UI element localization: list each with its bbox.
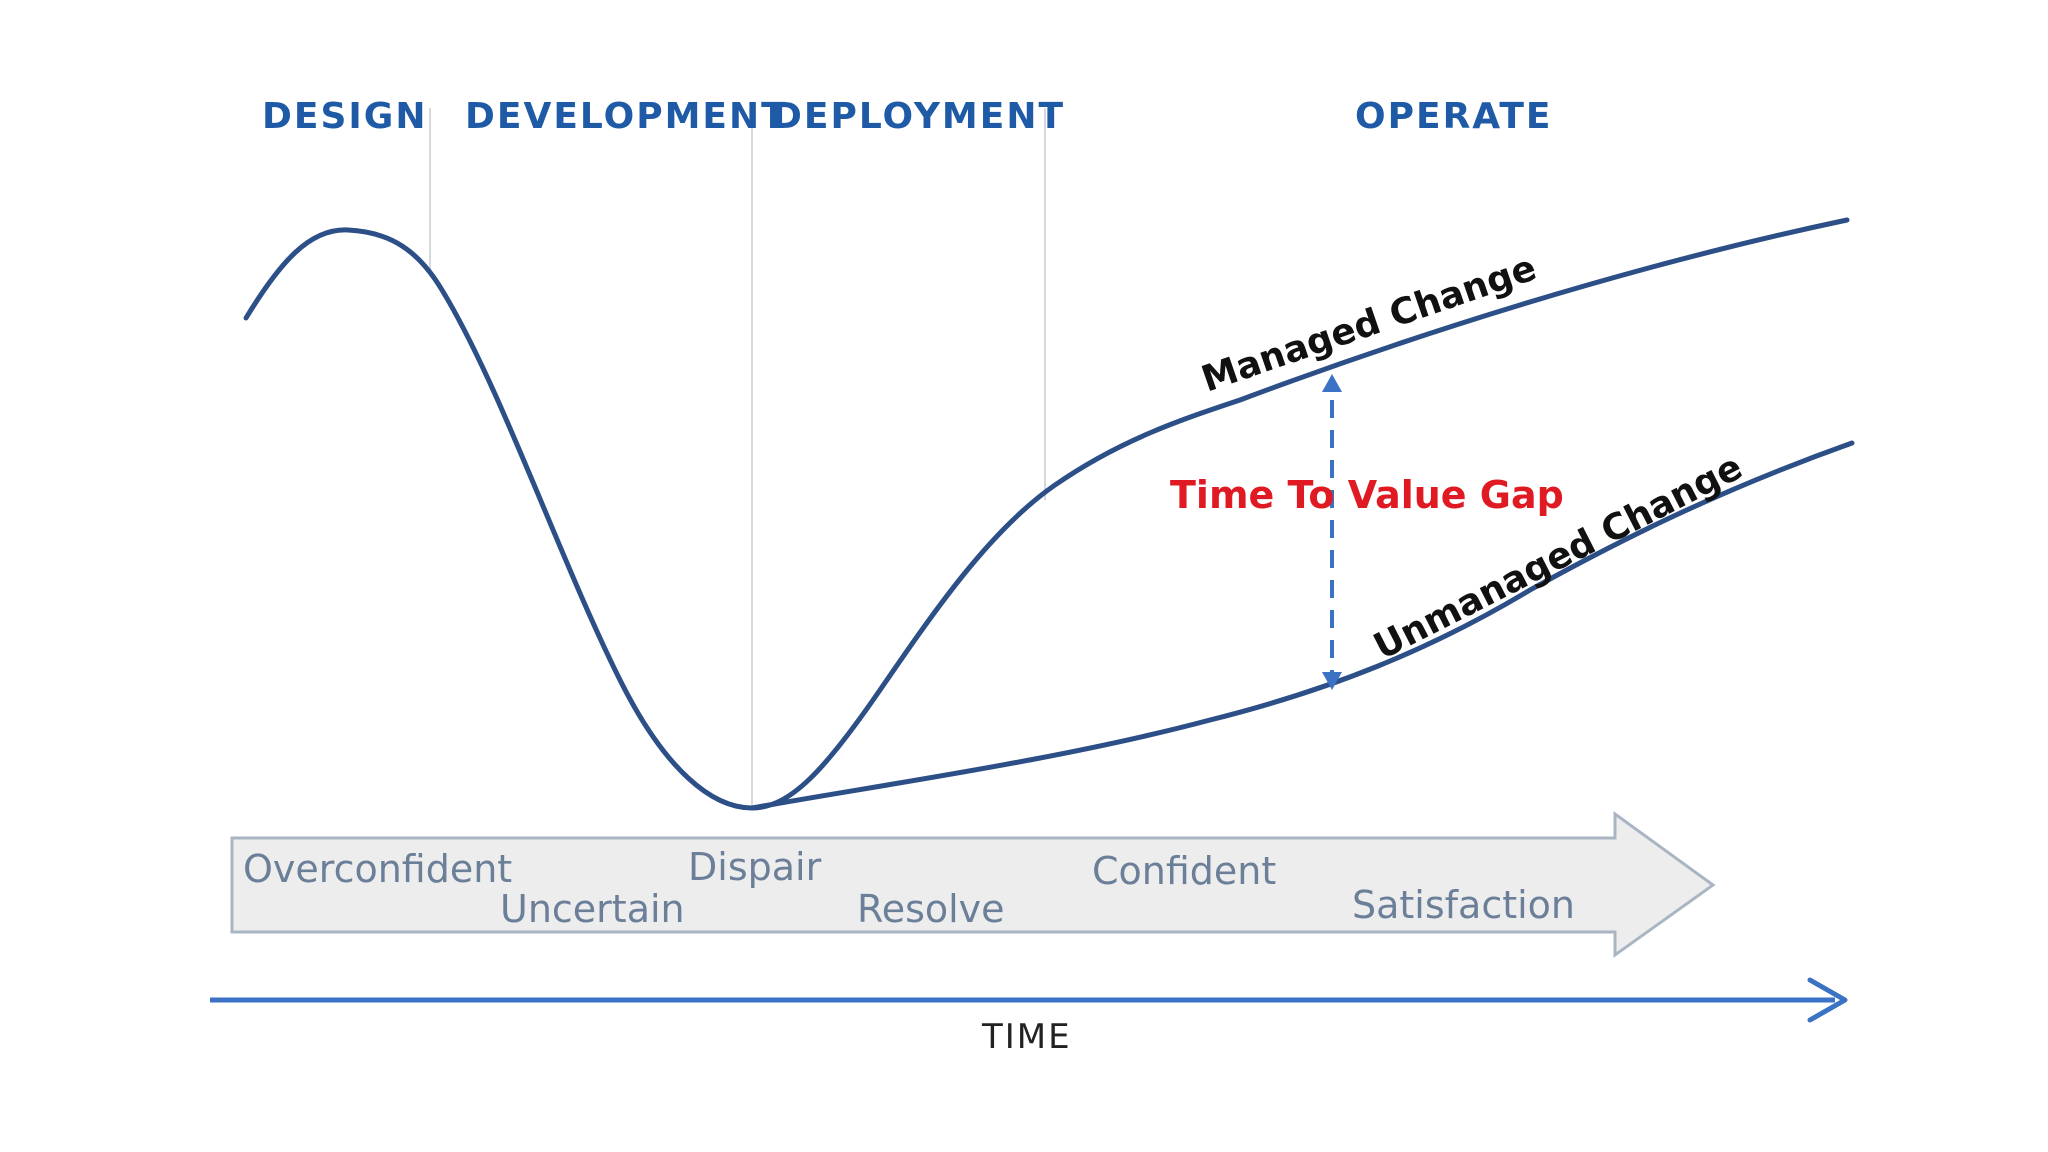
emotion-uncertain: Uncertain xyxy=(500,887,685,931)
phase-development: DEVELOPMENT xyxy=(465,96,788,137)
time-axis-label: TIME xyxy=(981,1017,1072,1057)
value-gap-arrowhead-bottom-icon xyxy=(1322,672,1342,690)
emotion-confident: Confident xyxy=(1092,849,1276,893)
value-gap-arrowhead-top-icon xyxy=(1322,374,1342,392)
phase-operate: OPERATE xyxy=(1355,96,1553,137)
phase-design: DESIGN xyxy=(262,96,427,137)
emotion-overconfident: Overconfident xyxy=(243,847,512,891)
emotion-band-arrow xyxy=(230,811,1716,958)
emotion-satisfaction: Satisfaction xyxy=(1352,883,1575,927)
phase-deployment: DEPLOYMENT xyxy=(772,96,1065,137)
managed-change-label: Managed Change xyxy=(1197,248,1542,401)
emotion-dispair: Dispair xyxy=(688,845,822,889)
value-gap-label: Time To Value Gap xyxy=(1170,473,1564,517)
emotion-resolve: Resolve xyxy=(857,887,1005,931)
managed-change-curve xyxy=(243,217,1850,811)
unmanaged-change-curve xyxy=(749,440,1855,811)
time-axis-arrowhead-icon xyxy=(1807,977,1848,1023)
